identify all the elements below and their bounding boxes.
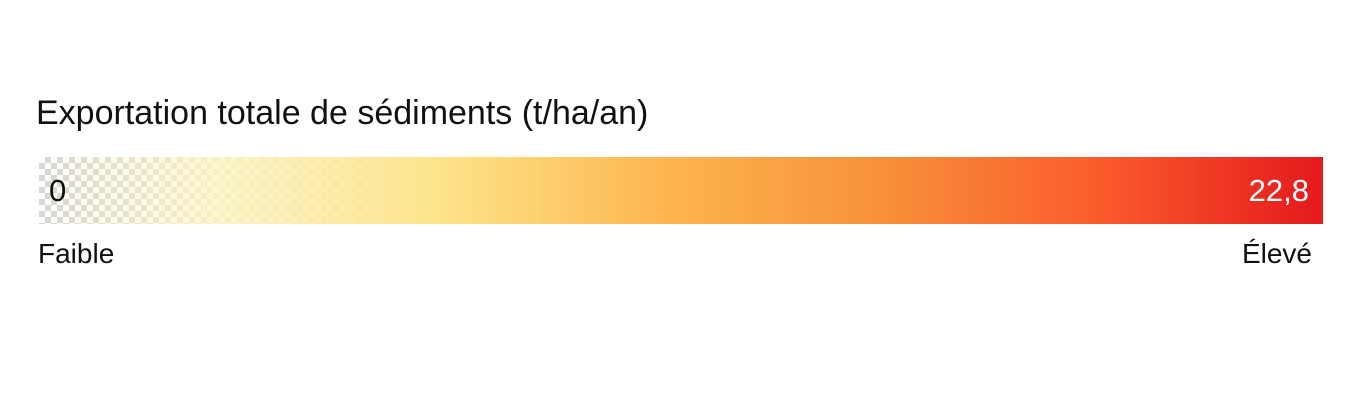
legend-title: Exportation totale de sédiments (t/ha/an… [36,94,649,132]
ramp-min-value: 0 [49,173,67,208]
color-ramp-gradient [39,157,1323,224]
low-label: Faible [38,238,115,269]
high-label: Élevé [1241,238,1312,269]
color-ramp: 0 22,8 [39,157,1323,224]
ramp-max-value: 22,8 [1248,173,1309,208]
